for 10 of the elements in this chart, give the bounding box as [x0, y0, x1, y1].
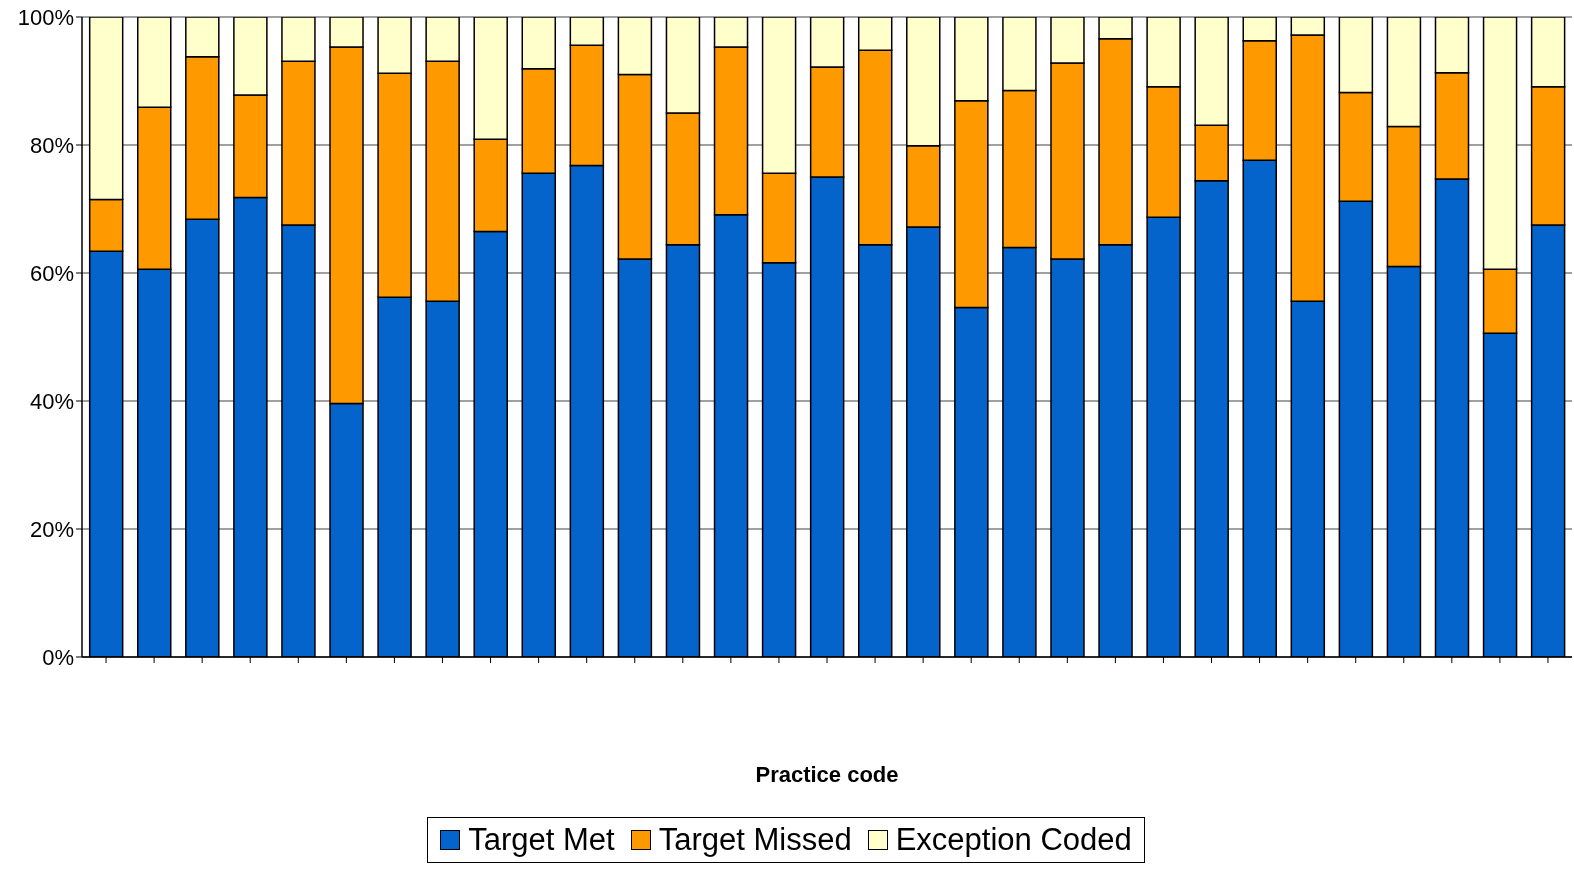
legend-label: Target Met: [468, 822, 615, 858]
y-tick-label: 40%: [29, 388, 74, 414]
legend-label: Target Missed: [658, 822, 852, 858]
y-tick-label: 60%: [29, 260, 74, 286]
y-tick-label: 0%: [42, 644, 74, 670]
y-tick-label: 100%: [17, 4, 74, 30]
y-tick-label: 20%: [29, 516, 74, 542]
y-tick-label: 80%: [29, 132, 74, 158]
legend-label: Exception Coded: [895, 822, 1132, 858]
x-axis-title: Practice code: [755, 762, 899, 787]
